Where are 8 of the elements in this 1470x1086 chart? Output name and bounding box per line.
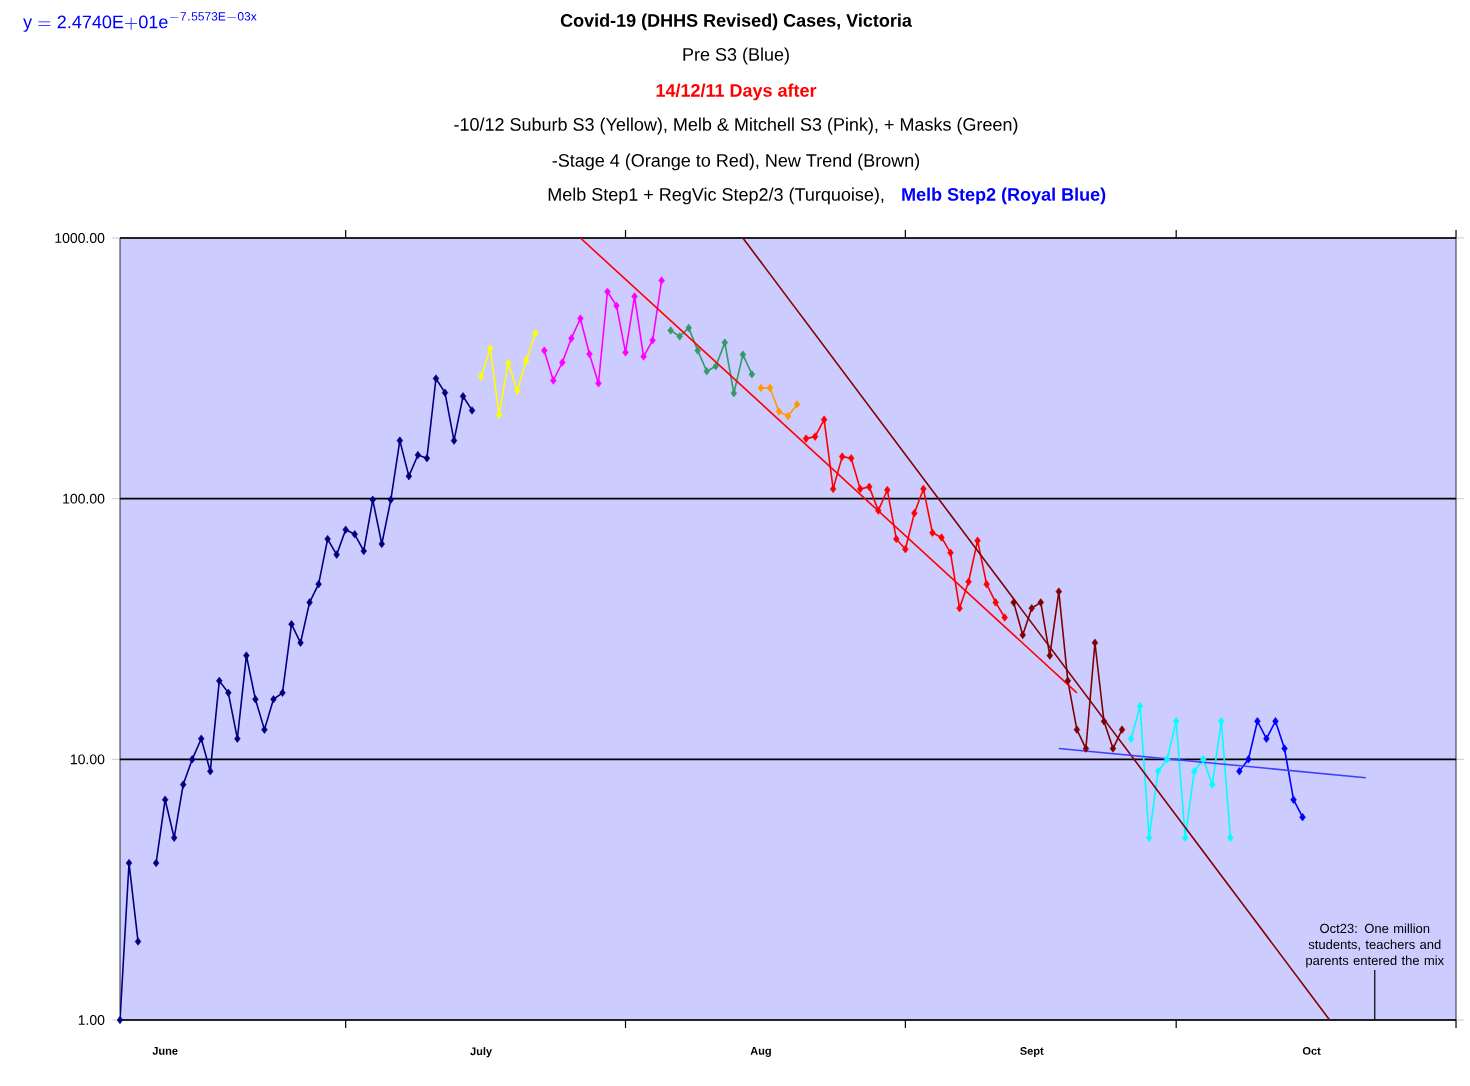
text: Melb Step2 (Royal Blue) bbox=[902, 187, 1106, 205]
chart-title: Covid-19 (DHHS Revised) Cases, Victoria bbox=[560, 13, 913, 31]
chart-subtitle: Pre S3 (Blue) bbox=[683, 47, 789, 65]
text: 14/12/11 Days after bbox=[656, 83, 817, 101]
text: -Stage 4 (Orange to Red), New Trend (Brown) bbox=[552, 153, 920, 171]
text: -10/12 Suburb S3 (Yellow), Melb & Mitchell S3 (Pink), + Masks (Green) bbox=[454, 117, 1018, 135]
text: $\mathrm{y = 2.4740E{+}01e^{-7.5573E{-}03x}}$ bbox=[23, 12, 257, 32]
text: Melb Step1 + RegVic Step2/3 (Turquoise), bbox=[548, 187, 884, 205]
